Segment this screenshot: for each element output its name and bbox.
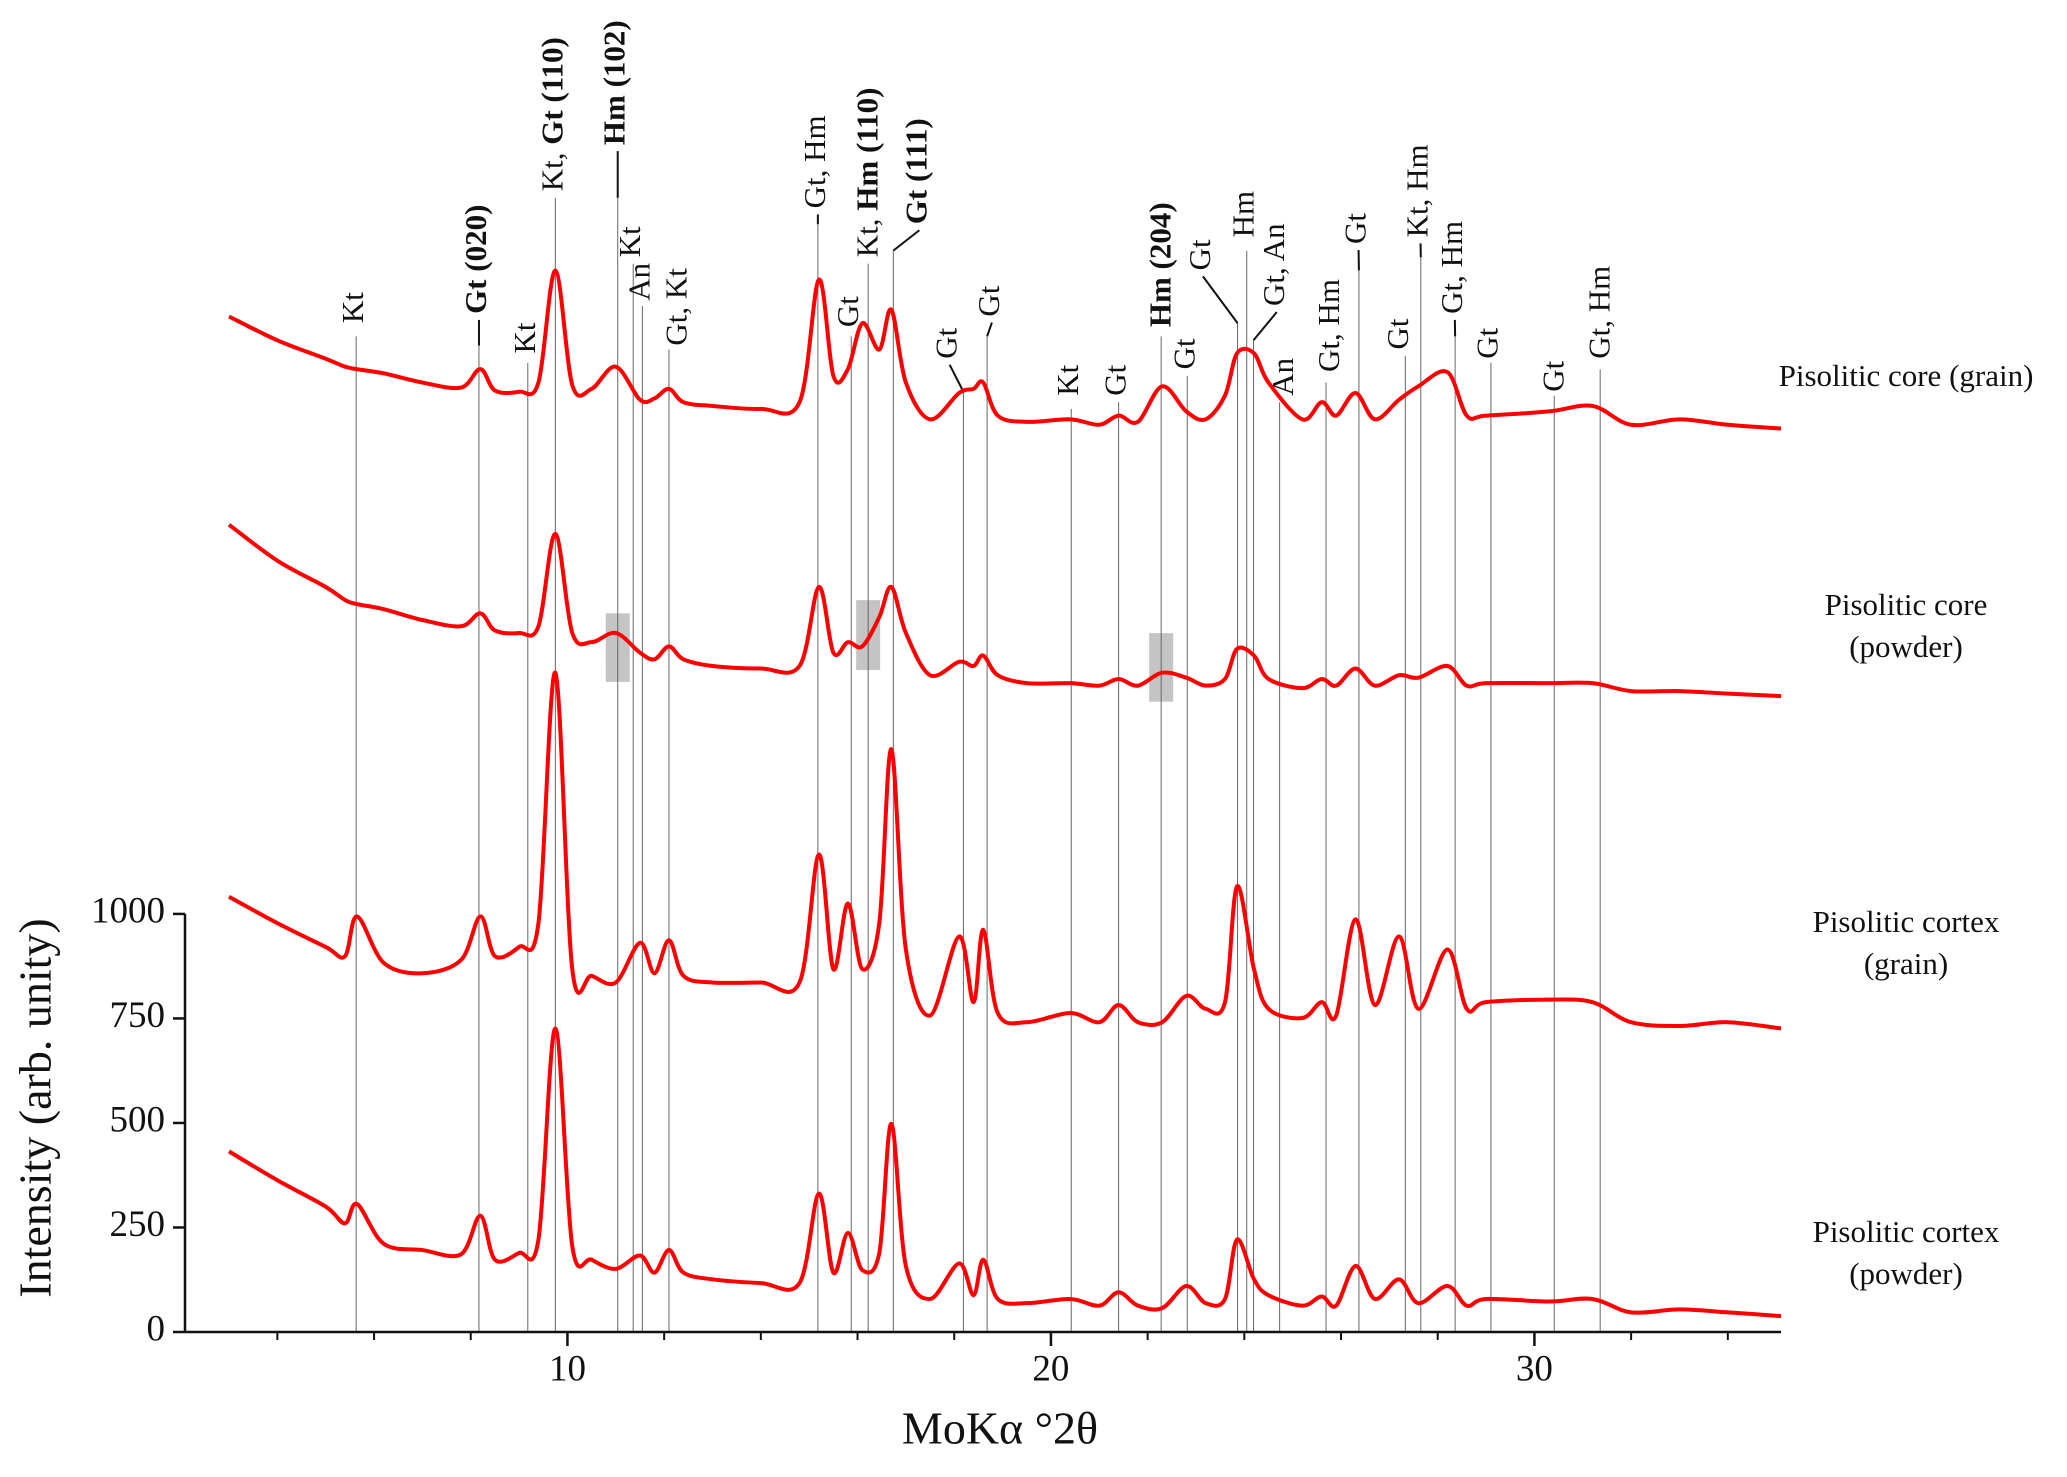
reflection-label: Gt xyxy=(1470,327,1505,358)
reflection-label: Hm xyxy=(1226,191,1261,238)
reflection-label-part: An xyxy=(1265,357,1300,395)
series-label: Pisolitic core (grain) xyxy=(1778,358,2034,394)
reflection-label-part: Gt xyxy=(1182,239,1217,270)
series-label: Pisolitic core (powder) xyxy=(1824,587,1988,664)
reflection-label: Gt, An xyxy=(1256,223,1291,306)
reflection-label-part: Kt xyxy=(612,226,647,257)
reflection-label-part: Gt, Hm xyxy=(1434,221,1469,314)
reflection-label: Kt, Hm (110) xyxy=(850,88,885,258)
series-label: Pisolitic cortex (grain) xyxy=(1812,904,2000,981)
reflection-label-part: An xyxy=(621,262,656,300)
reflection-label-part: Hm (110) xyxy=(850,88,885,211)
pattern-line xyxy=(228,268,1782,431)
pattern-line xyxy=(227,1026,1782,1319)
reflection-label: Kt xyxy=(507,322,542,353)
reflection-label: Gt xyxy=(1182,239,1217,270)
y-axis-title: Intensity (arb. unity) xyxy=(10,918,61,1297)
reflection-label-part: Gt xyxy=(1470,327,1505,358)
reflection-label-part: Gt xyxy=(1380,318,1415,349)
reflection-label-part: Gt (020) xyxy=(458,205,493,314)
reflection-label: Gt xyxy=(1338,213,1373,244)
reflection-label-part: Kt xyxy=(1050,364,1085,395)
reflection-label: Gt, Hm xyxy=(797,115,832,208)
reflection-label: Kt xyxy=(335,292,370,323)
reflection-label-part: Gt, Kt xyxy=(658,268,693,346)
reflection-label: Kt, Gt (110) xyxy=(534,37,569,191)
reflection-label: Gt xyxy=(1536,360,1571,391)
reflection-label: Hm (204) xyxy=(1142,202,1177,327)
reflection-label: Kt, Hm xyxy=(1400,144,1435,237)
reflection-label-part: Gt xyxy=(1536,360,1571,391)
reflection-label: Hm (102) xyxy=(597,20,632,145)
reflection-label: Gt, Hm xyxy=(1311,279,1346,372)
reflection-label: Gt (111) xyxy=(898,118,933,224)
y-tick-label: 500 xyxy=(110,1099,166,1140)
reflection-label-part: Kt, xyxy=(850,211,885,258)
reflection-label: Gt xyxy=(1380,318,1415,349)
reflection-label: An xyxy=(1265,357,1300,395)
reflection-label: Gt xyxy=(1166,338,1201,369)
reflection-label-part: Hm (102) xyxy=(597,20,632,145)
pattern-line xyxy=(227,523,1782,699)
reflection-label-part: Gt (111) xyxy=(898,118,933,224)
reflection-label-part: Gt, An xyxy=(1256,223,1291,306)
reflection-label: Gt xyxy=(971,285,1006,316)
pattern-line xyxy=(228,670,1782,1031)
x-tick-label: 30 xyxy=(1516,1348,1553,1389)
x-tick-label: 10 xyxy=(549,1348,586,1389)
reflection-label-part: Gt xyxy=(1098,364,1133,395)
reflection-label-part: Kt, Hm xyxy=(1400,144,1435,237)
reflection-label-part: Hm xyxy=(1226,191,1261,238)
reflection-label-part: Gt xyxy=(929,327,964,358)
reflection-label: An xyxy=(621,262,656,300)
x-axis-title: MoKα °2θ xyxy=(902,1403,1098,1454)
y-tick-label: 0 xyxy=(147,1308,166,1349)
reflection-label: Gt, Hm xyxy=(1582,266,1617,359)
y-tick-label: 1000 xyxy=(91,890,165,931)
reflection-label-part: Gt, Hm xyxy=(797,115,832,208)
reflection-label-part: Gt, Hm xyxy=(1311,279,1346,372)
reflection-label: Kt xyxy=(612,226,647,257)
reflection-label: Gt, Kt xyxy=(658,268,693,346)
reflection-connector xyxy=(1202,275,1239,324)
reflection-label: Gt xyxy=(830,296,865,327)
reflection-label-part: Gt xyxy=(1338,213,1373,244)
reflection-label-part: Gt xyxy=(971,285,1006,316)
reflection-label-part: Gt, Hm xyxy=(1582,266,1617,359)
series-label: Pisolitic cortex (powder) xyxy=(1812,1214,2000,1291)
x-tick-label: 20 xyxy=(1032,1348,1069,1389)
reflection-connector xyxy=(986,322,993,337)
reflection-label: Gt xyxy=(1098,364,1133,395)
reflection-label-part: Hm (204) xyxy=(1142,202,1177,327)
reflection-label: Gt (020) xyxy=(458,205,493,314)
reflection-label-part: Gt (110) xyxy=(534,37,569,145)
reflection-label: Gt xyxy=(929,327,964,358)
reflection-label: Gt, Hm xyxy=(1434,221,1469,314)
reflection-label-part: Kt xyxy=(507,322,542,353)
reflection-connector xyxy=(892,229,920,252)
reflection-label-part: Gt xyxy=(1166,338,1201,369)
reflection-connector xyxy=(1252,311,1278,341)
y-tick-label: 250 xyxy=(110,1204,166,1245)
reflection-label: Kt xyxy=(1050,364,1085,395)
reflection-connector xyxy=(948,364,965,393)
reflection-label-part: Gt xyxy=(830,296,865,327)
reflection-label-part: Kt, xyxy=(534,145,569,192)
y-tick-label: 750 xyxy=(110,995,166,1036)
reflection-label-part: Kt xyxy=(335,292,370,323)
